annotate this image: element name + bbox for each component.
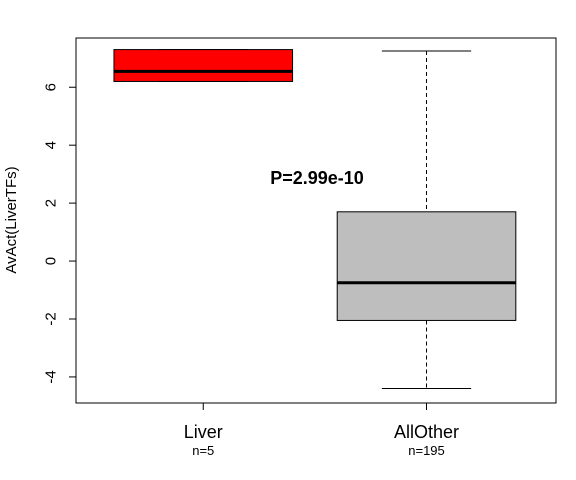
y-tick-label: 6 (42, 83, 59, 91)
n-count-label: n=195 (408, 443, 445, 458)
box-allother (336, 50, 517, 390)
y-tick-label: -2 (42, 312, 59, 325)
y-tick-label: -4 (42, 370, 59, 383)
iqr-box (336, 211, 517, 321)
boxes (113, 49, 517, 390)
n-count-label: n=5 (192, 443, 214, 458)
y-axis: -4 -2 0 2 4 6 (42, 83, 77, 384)
y-tick-label: 4 (42, 141, 59, 149)
y-axis-label: AvAct(LiverTFs) (3, 166, 20, 273)
box-liver (113, 49, 294, 82)
x-tick-label: Liver (184, 422, 223, 442)
iqr-box (113, 49, 294, 82)
p-value-annotation: P=2.99e-10 (270, 168, 364, 188)
y-tick-label: 0 (42, 257, 59, 265)
x-tick-label: AllOther (394, 422, 459, 442)
y-tick-label: 2 (42, 199, 59, 207)
